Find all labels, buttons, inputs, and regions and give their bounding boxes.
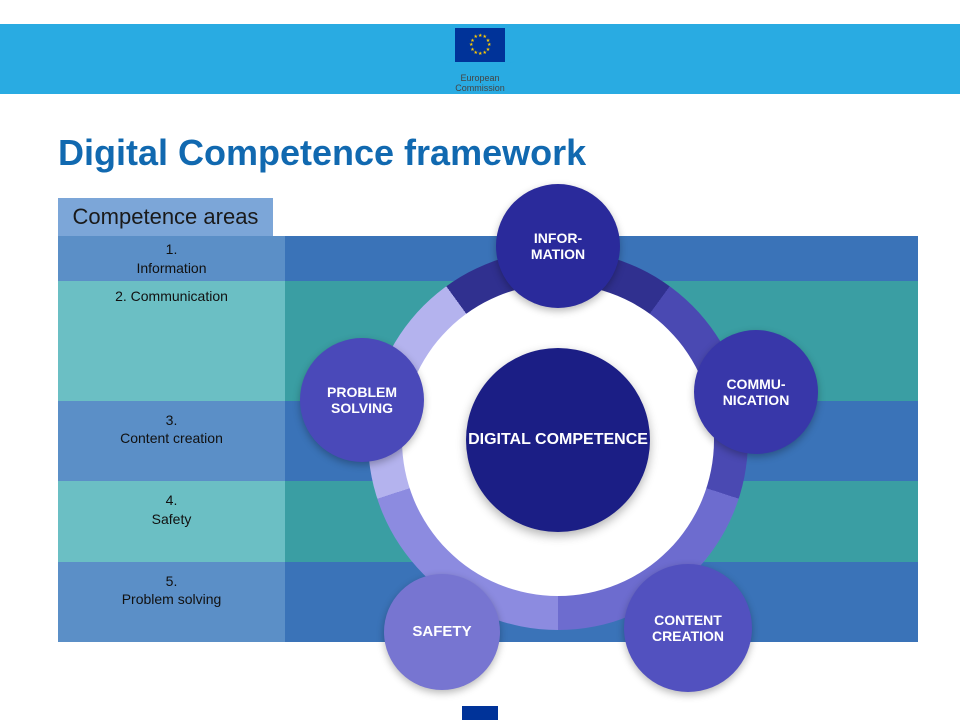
row-label: 2. Communication [58, 281, 285, 401]
diagram-node: PROBLEMSOLVING [300, 338, 424, 462]
header: ★★★★★★★★★★★★ European Commission [0, 0, 960, 120]
diagram-node: INFOR-MATION [496, 184, 620, 308]
footer-flag-icon [462, 706, 498, 720]
competence-diagram: DIGITAL COMPETENCE INFOR-MATIONCOMMU-NIC… [308, 190, 808, 690]
logo-line-2: Commission [455, 83, 505, 93]
row-label: 1. Information [58, 236, 285, 280]
diagram-node: CONTENTCREATION [624, 564, 752, 692]
logo-line-1: European [460, 73, 499, 83]
logo-label: European Commission [444, 74, 516, 94]
diagram-node: SAFETY [384, 574, 500, 690]
content-area: Competence areas 1. Information 2. Commu… [58, 198, 918, 698]
eu-flag-icon: ★★★★★★★★★★★★ [455, 28, 505, 62]
logo-banner-icon [444, 61, 516, 73]
diagram-hub: DIGITAL COMPETENCE [466, 348, 650, 532]
row-label: 3. Content creation [58, 401, 285, 481]
hub-label: DIGITAL COMPETENCE [468, 430, 648, 451]
ec-logo: ★★★★★★★★★★★★ European Commission [444, 28, 516, 94]
row-label: 5. Problem solving [58, 562, 285, 642]
diagram-node: COMMU-NICATION [694, 330, 818, 454]
table-header: Competence areas [58, 198, 273, 236]
page-title: Digital Competence framework [58, 132, 960, 174]
row-label: 4. Safety [58, 481, 285, 561]
